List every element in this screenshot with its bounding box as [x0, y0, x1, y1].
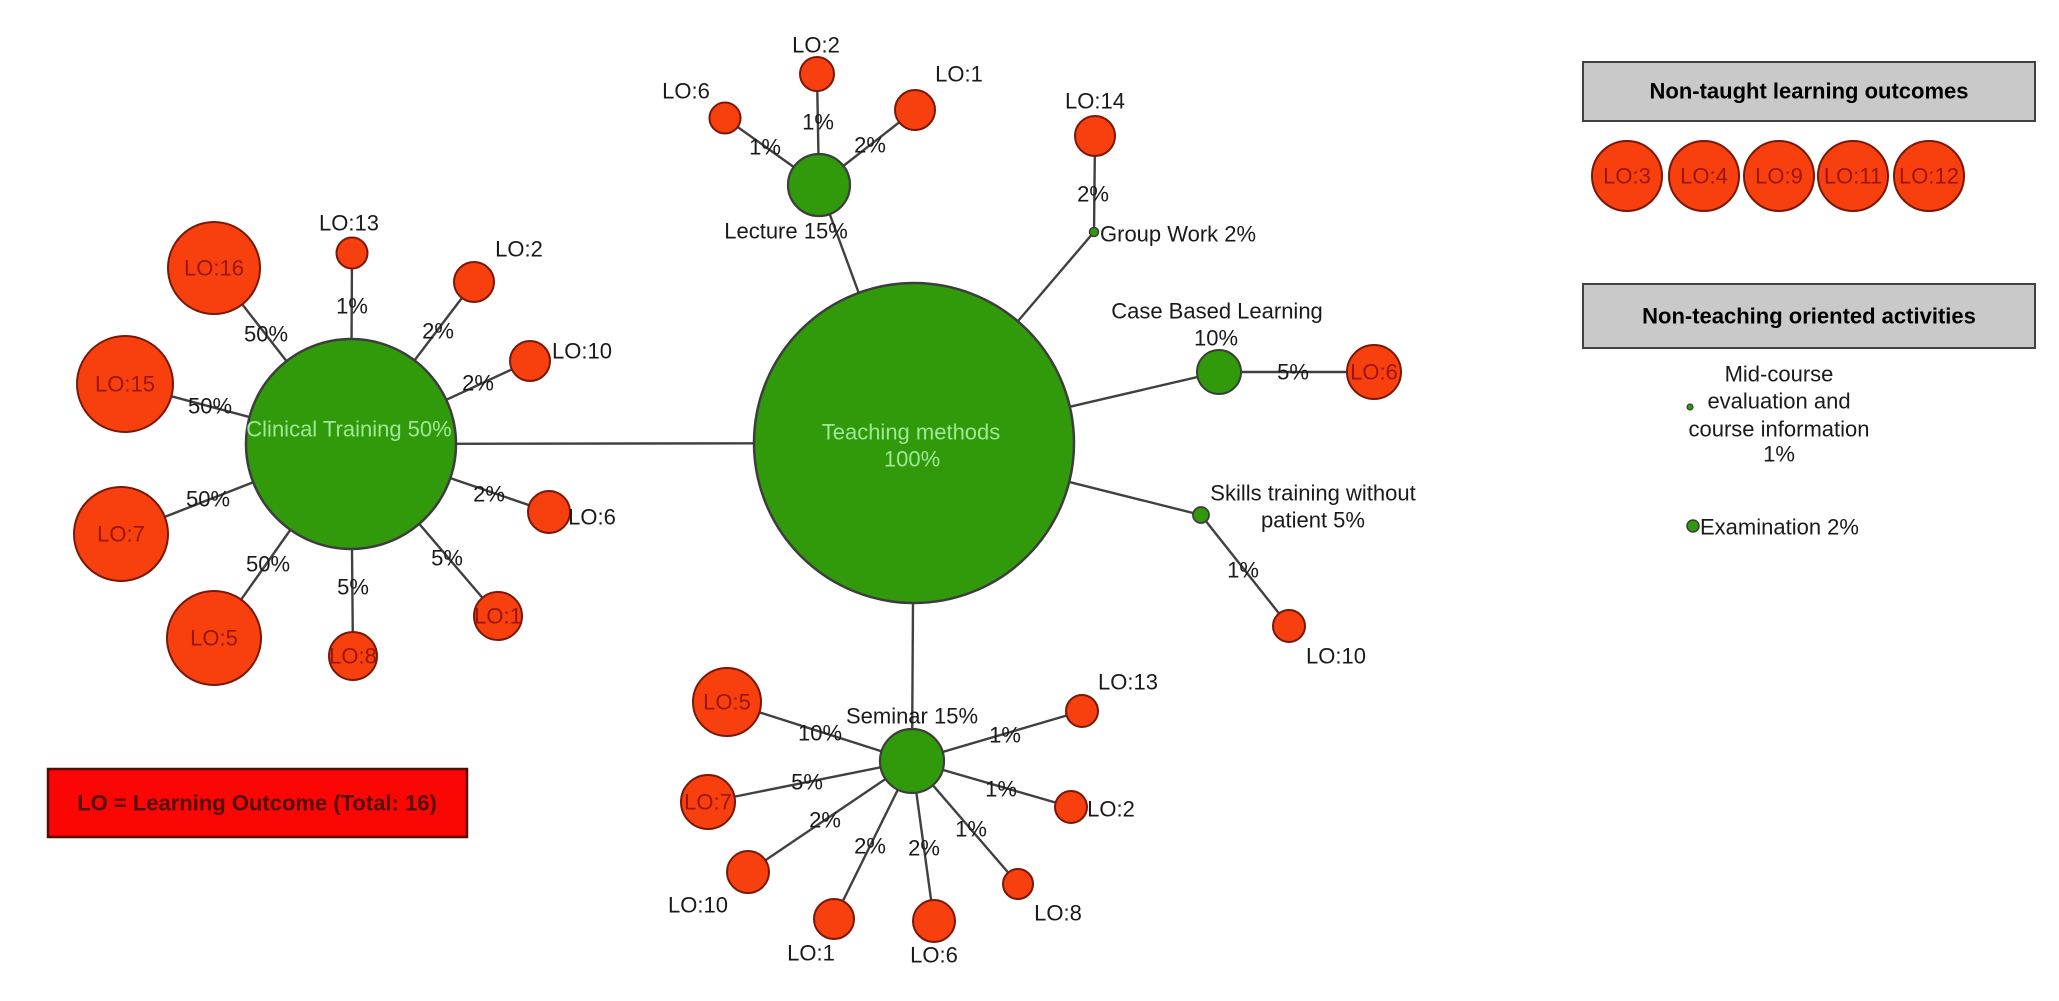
- svg-text:Non-taught learning outcomes: Non-taught learning outcomes: [1650, 79, 1969, 104]
- svg-text:LO:15: LO:15: [95, 372, 155, 397]
- svg-text:LO:11: LO:11: [1824, 164, 1882, 189]
- svg-text:5%: 5%: [1277, 360, 1309, 385]
- svg-text:1%: 1%: [802, 110, 834, 135]
- svg-text:1%: 1%: [1763, 442, 1795, 467]
- svg-text:5%: 5%: [791, 770, 823, 795]
- svg-text:50%: 50%: [244, 322, 288, 347]
- svg-text:LO:2: LO:2: [792, 33, 840, 58]
- svg-text:Case Based Learning: Case Based Learning: [1111, 299, 1323, 324]
- svg-text:LO:13: LO:13: [1098, 670, 1158, 695]
- svg-text:LO:8: LO:8: [329, 644, 377, 669]
- svg-text:LO:1: LO:1: [935, 62, 983, 87]
- svg-text:LO:3: LO:3: [1603, 164, 1651, 189]
- svg-text:LO:10: LO:10: [1306, 644, 1366, 669]
- svg-text:LO:2: LO:2: [1087, 797, 1135, 822]
- svg-text:LO:6: LO:6: [568, 505, 616, 530]
- svg-text:Group Work 2%: Group Work 2%: [1100, 222, 1256, 247]
- svg-text:2%: 2%: [473, 482, 505, 507]
- svg-text:LO:16: LO:16: [184, 256, 244, 281]
- svg-text:10%: 10%: [1194, 326, 1238, 351]
- svg-text:2%: 2%: [908, 836, 940, 861]
- svg-text:patient 5%: patient 5%: [1261, 508, 1365, 533]
- svg-text:LO:1: LO:1: [787, 941, 835, 966]
- svg-text:2%: 2%: [809, 808, 841, 833]
- svg-text:1%: 1%: [985, 777, 1017, 802]
- svg-text:Seminar 15%: Seminar 15%: [846, 704, 978, 729]
- svg-text:1%: 1%: [1227, 558, 1259, 583]
- svg-text:50%: 50%: [186, 487, 230, 512]
- svg-text:LO = Learning Outcome (Total:: LO = Learning Outcome (Total: 16): [77, 791, 437, 816]
- svg-text:1%: 1%: [989, 723, 1021, 748]
- svg-text:1%: 1%: [955, 817, 987, 842]
- svg-text:LO:5: LO:5: [190, 626, 238, 651]
- svg-text:Teaching methods: Teaching methods: [822, 420, 1001, 445]
- svg-text:2%: 2%: [854, 133, 886, 158]
- svg-text:LO:6: LO:6: [910, 943, 958, 968]
- svg-text:LO:13: LO:13: [319, 211, 379, 236]
- svg-text:evaluation and: evaluation and: [1707, 389, 1850, 414]
- svg-text:LO:6: LO:6: [662, 79, 710, 104]
- svg-text:5%: 5%: [431, 546, 463, 571]
- svg-text:LO:2: LO:2: [495, 237, 543, 262]
- svg-text:2%: 2%: [422, 319, 454, 344]
- svg-text:2%: 2%: [854, 834, 886, 859]
- svg-text:LO:7: LO:7: [97, 522, 145, 547]
- svg-text:100%: 100%: [884, 447, 940, 472]
- svg-text:Non-teaching oriented activiti: Non-teaching oriented activities: [1642, 304, 1976, 329]
- svg-text:Examination 2%: Examination 2%: [1700, 515, 1859, 540]
- svg-text:5%: 5%: [337, 575, 369, 600]
- svg-text:50%: 50%: [246, 552, 290, 577]
- svg-text:LO:6: LO:6: [1350, 360, 1398, 385]
- svg-text:Lecture 15%: Lecture 15%: [724, 219, 848, 244]
- svg-text:LO:10: LO:10: [668, 893, 728, 918]
- svg-text:Skills training without: Skills training without: [1210, 481, 1415, 506]
- svg-text:2%: 2%: [1077, 182, 1109, 207]
- svg-text:LO:14: LO:14: [1065, 89, 1125, 114]
- svg-text:LO:5: LO:5: [703, 690, 751, 715]
- svg-text:Mid-course: Mid-course: [1725, 362, 1834, 387]
- svg-text:10%: 10%: [798, 721, 842, 746]
- svg-text:1%: 1%: [749, 135, 781, 160]
- svg-text:LO:1: LO:1: [474, 604, 522, 629]
- svg-text:LO:8: LO:8: [1034, 901, 1082, 926]
- svg-text:LO:9: LO:9: [1755, 164, 1803, 189]
- svg-text:LO:12: LO:12: [1899, 164, 1959, 189]
- svg-text:1%: 1%: [336, 294, 368, 319]
- svg-text:50%: 50%: [188, 394, 232, 419]
- svg-text:LO:4: LO:4: [1680, 164, 1728, 189]
- svg-text:Clinical Training 50%: Clinical Training 50%: [246, 417, 451, 442]
- svg-text:2%: 2%: [462, 371, 494, 396]
- svg-text:course information: course information: [1689, 417, 1870, 442]
- svg-text:LO:7: LO:7: [684, 790, 732, 815]
- svg-text:LO:10: LO:10: [552, 339, 612, 364]
